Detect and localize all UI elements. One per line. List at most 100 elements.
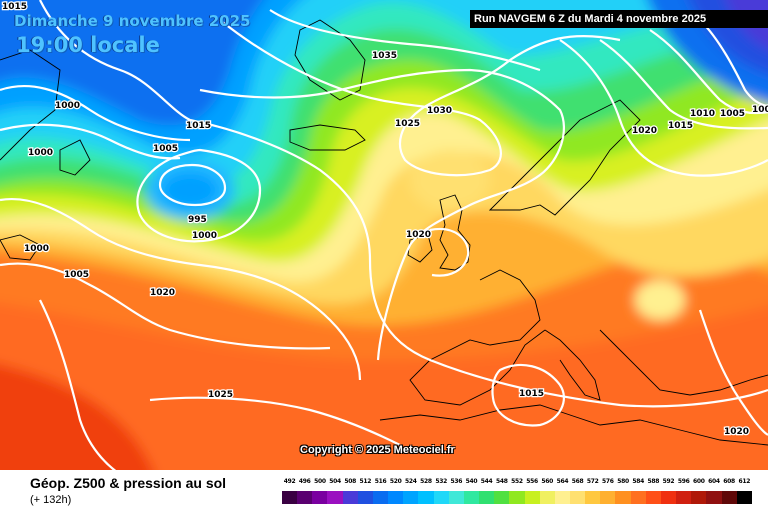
isobar-1020-se bbox=[698, 309, 768, 436]
isobar-label: 1005 bbox=[64, 270, 89, 280]
scale-swatch bbox=[676, 491, 692, 504]
isobar-label: 1000 bbox=[24, 244, 49, 254]
scale-swatch bbox=[645, 491, 661, 504]
scale-label: 524 bbox=[405, 478, 417, 485]
scale-label: 600 bbox=[692, 478, 705, 485]
isobar-1020-sw bbox=[39, 299, 117, 470]
map-svg: 1035 1030 1025 1020 1015 1010 1005 1000 … bbox=[0, 0, 768, 470]
scale-swatch bbox=[569, 491, 586, 504]
scale-swatch bbox=[327, 491, 343, 504]
scale-label: 504 bbox=[329, 478, 341, 485]
scale-swatch bbox=[357, 491, 373, 504]
isobar-label: 1030 bbox=[427, 106, 452, 116]
map-title: Géop. Z500 & pression au sol bbox=[30, 475, 227, 491]
isobar-label: 1000 bbox=[192, 231, 217, 241]
scale-swatch bbox=[433, 491, 449, 504]
scale-label: 532 bbox=[435, 478, 447, 485]
isobar-1005-ne bbox=[699, 19, 768, 108]
isobar-1030 bbox=[219, 19, 621, 177]
scale-label: 540 bbox=[465, 478, 478, 485]
color-scale-labels: 492 496 500 504 508 512 516 520 524 528 532 536 540 5… bbox=[282, 478, 752, 489]
scale-swatch bbox=[630, 491, 646, 504]
isobar-1020-ne bbox=[559, 39, 768, 177]
scale-label: 576 bbox=[602, 478, 614, 485]
scale-swatch bbox=[297, 491, 313, 504]
scale-swatch bbox=[418, 491, 434, 504]
scale-swatch bbox=[736, 491, 752, 504]
isobar-1025 bbox=[199, 68, 565, 361]
scale-label: 604 bbox=[708, 478, 720, 485]
isobar-label: 1020 bbox=[150, 288, 175, 298]
color-scale-swatches bbox=[282, 491, 752, 504]
scale-swatch bbox=[403, 491, 419, 504]
legend-footer: Géop. Z500 & pression au sol (+ 132h) 49… bbox=[0, 470, 768, 512]
scale-swatch bbox=[494, 491, 510, 504]
scale-label: 492 bbox=[283, 478, 296, 485]
isobar-label: 1000 bbox=[752, 105, 768, 115]
isobar-lines bbox=[0, 0, 768, 470]
scale-swatch bbox=[539, 491, 555, 504]
forecast-lead: (+ 132h) bbox=[30, 494, 72, 506]
isobar-label: 1025 bbox=[208, 390, 233, 400]
scale-label: 516 bbox=[374, 478, 387, 485]
scale-swatch bbox=[524, 491, 540, 504]
isobar-1015-nw bbox=[0, 85, 191, 142]
scale-label: 536 bbox=[450, 478, 463, 485]
isobar-label: 995 bbox=[188, 215, 207, 225]
isobar-label: 1025 bbox=[395, 119, 420, 129]
scale-swatch bbox=[463, 491, 480, 504]
isobar-label: 1020 bbox=[724, 427, 749, 437]
isobar-1005-w bbox=[0, 198, 362, 381]
scale-swatch bbox=[479, 491, 495, 504]
isobar-label: 1015 bbox=[668, 121, 693, 131]
isobar-label: 1015 bbox=[186, 121, 211, 131]
geopotential-field bbox=[0, 0, 768, 470]
model-run-banner: Run NAVGEM 6 Z du Mardi 4 novembre 2025 bbox=[470, 10, 768, 28]
scale-swatch bbox=[342, 491, 358, 504]
scale-swatch bbox=[554, 491, 570, 504]
scale-label: 572 bbox=[586, 478, 599, 485]
isobar-label: 1015 bbox=[2, 2, 27, 12]
scale-swatch bbox=[660, 491, 677, 504]
isobar-1020 bbox=[39, 0, 768, 408]
scale-label: 520 bbox=[389, 478, 402, 485]
scale-swatch bbox=[600, 491, 616, 504]
scale-label: 592 bbox=[662, 478, 675, 485]
scale-label: 564 bbox=[556, 478, 569, 485]
isobar-1015-w bbox=[0, 262, 331, 350]
scale-swatch bbox=[721, 491, 737, 504]
scale-label: 496 bbox=[298, 478, 311, 485]
forecast-map: 1035 1030 1025 1020 1015 1010 1005 1000 … bbox=[0, 0, 768, 470]
isobar-1015-med bbox=[491, 363, 566, 427]
scale-label: 608 bbox=[723, 478, 735, 485]
isobar-label: 1000 bbox=[55, 101, 80, 111]
isobar-995 bbox=[158, 163, 227, 207]
scale-swatch bbox=[448, 491, 464, 504]
isobar-1020-fr bbox=[429, 227, 470, 277]
isobar-1025-sw bbox=[149, 396, 401, 446]
isobar-1010-ne bbox=[649, 29, 768, 115]
isobar-label: 1020 bbox=[632, 126, 657, 136]
isobar-label: 1005 bbox=[153, 144, 178, 154]
color-scale: 492 496 500 504 508 512 516 520 524 528 532 536 540 5… bbox=[282, 478, 752, 504]
scale-label: 596 bbox=[677, 478, 690, 485]
scale-label: 508 bbox=[344, 478, 357, 485]
isobar-1005-nw bbox=[0, 123, 181, 160]
scale-swatch bbox=[312, 491, 328, 504]
scale-swatch bbox=[615, 491, 631, 504]
scale-label: 544 bbox=[480, 478, 493, 485]
scale-label: 556 bbox=[526, 478, 538, 485]
scale-swatch bbox=[372, 491, 389, 504]
scale-label: 548 bbox=[495, 478, 508, 485]
isobar-1015-ne bbox=[599, 39, 768, 130]
scale-swatch bbox=[509, 491, 525, 504]
scale-label: 552 bbox=[511, 478, 523, 485]
scale-label: 612 bbox=[738, 478, 751, 485]
scale-swatch bbox=[706, 491, 722, 504]
scale-label: 588 bbox=[647, 478, 660, 485]
scale-swatch bbox=[585, 491, 601, 504]
scale-swatch bbox=[691, 491, 707, 504]
copyright-notice: Copyright © 2025 Meteociel.fr bbox=[300, 444, 455, 456]
coastlines bbox=[0, 19, 768, 446]
